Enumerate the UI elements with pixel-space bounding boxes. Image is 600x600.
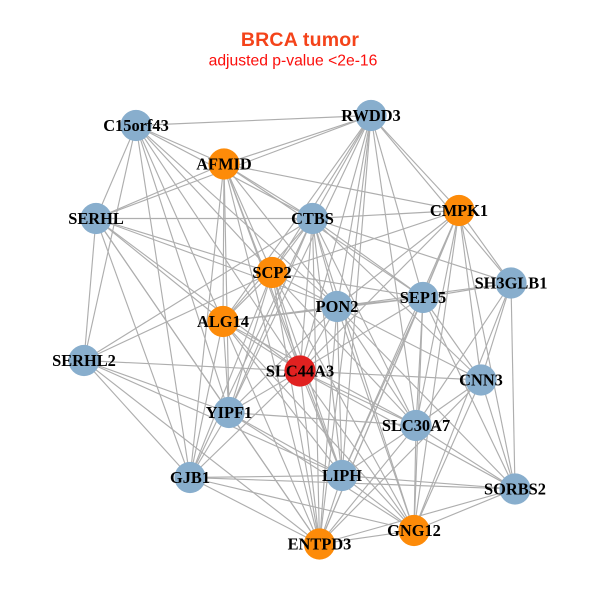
svg-text:GJB1: GJB1	[170, 468, 210, 487]
svg-text:YIPF1: YIPF1	[206, 403, 252, 422]
svg-text:BRCA tumor: BRCA tumor	[241, 29, 359, 51]
svg-text:SORBS2: SORBS2	[484, 480, 546, 499]
svg-text:SLC30A7: SLC30A7	[382, 416, 450, 435]
svg-text:SERHL2: SERHL2	[52, 351, 116, 370]
svg-text:CTBS: CTBS	[291, 209, 334, 228]
svg-text:RWDD3: RWDD3	[341, 106, 401, 125]
svg-text:ENTPD3: ENTPD3	[288, 535, 352, 554]
svg-text:SCP2: SCP2	[252, 263, 291, 282]
svg-text:CNN3: CNN3	[459, 371, 503, 390]
svg-text:SERHL: SERHL	[68, 209, 124, 228]
svg-text:LIPH: LIPH	[322, 466, 362, 485]
svg-text:adjusted p-value <2e-16: adjusted p-value <2e-16	[209, 52, 378, 69]
svg-text:PON2: PON2	[316, 297, 359, 316]
svg-text:CMPK1: CMPK1	[430, 201, 488, 220]
svg-text:ALG14: ALG14	[197, 312, 249, 331]
svg-text:C15orf43: C15orf43	[103, 116, 169, 135]
svg-text:GNG12: GNG12	[387, 521, 441, 540]
svg-text:SLC44A3: SLC44A3	[266, 362, 334, 381]
svg-text:AFMID: AFMID	[196, 155, 252, 174]
svg-text:SH3GLB1: SH3GLB1	[475, 274, 548, 293]
svg-text:SEP15: SEP15	[400, 288, 446, 307]
